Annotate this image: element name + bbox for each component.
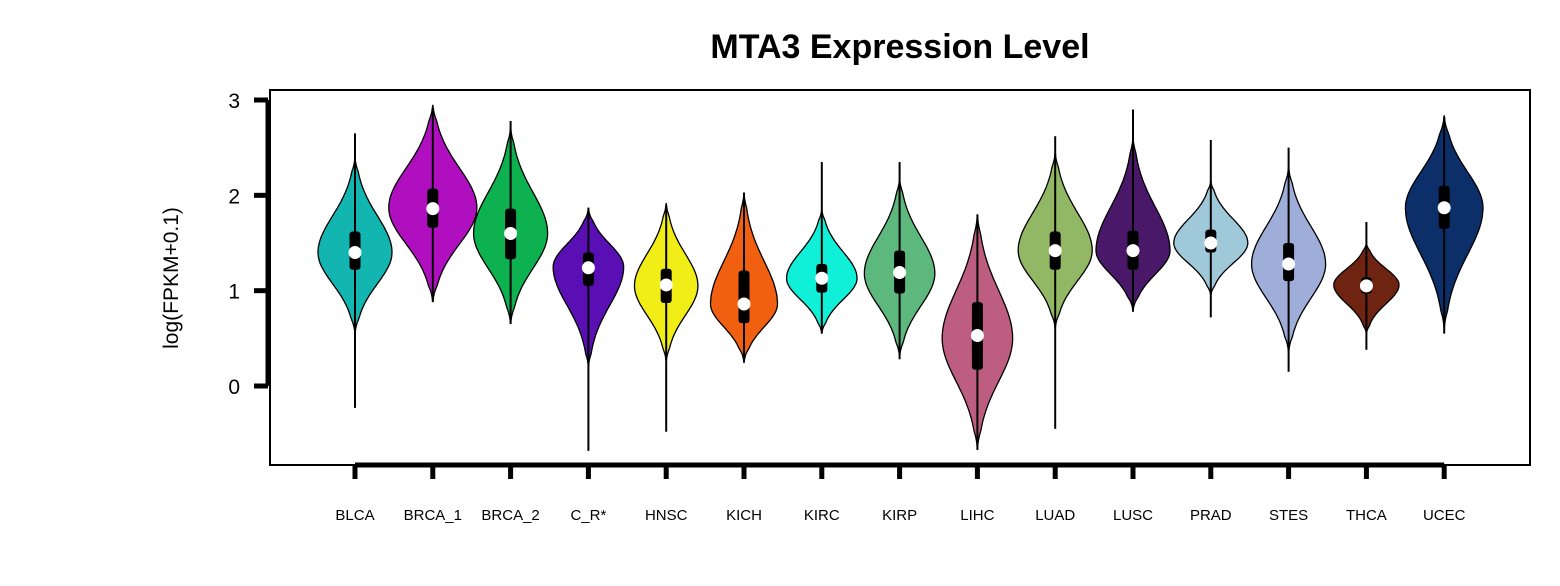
- median-dot: [504, 227, 517, 240]
- violin-ucec: [1405, 115, 1483, 333]
- y-axis-label: log(FPKM+0.1): [160, 207, 183, 349]
- violin-luad: [1018, 136, 1092, 429]
- x-tick-label: UCEC: [1423, 507, 1466, 524]
- x-tick-label: LUSC: [1113, 507, 1153, 524]
- violin-kirp: [864, 162, 934, 359]
- median-dot: [1282, 257, 1295, 270]
- median-dot: [349, 246, 362, 259]
- iqr-box: [739, 271, 750, 323]
- y-tick-label: 2: [228, 185, 240, 208]
- violins-layer: [318, 105, 1483, 451]
- y-tick-label: 3: [228, 90, 240, 113]
- median-dot: [1360, 279, 1373, 292]
- violin-thca: [1334, 222, 1399, 350]
- violin-brca-1: [389, 105, 477, 302]
- violin-kirc: [787, 162, 857, 334]
- median-dot: [426, 202, 439, 215]
- violin-hnsc: [635, 203, 698, 432]
- x-tick-label: KIRP: [882, 507, 917, 524]
- median-dot: [1049, 244, 1062, 257]
- violin-blca: [318, 133, 392, 408]
- x-axis: BLCA BRCA_1 BRCA_2 C_R* HNSC KICH KIRC KIRP LIHC…: [335, 465, 1465, 524]
- violin-c-r-: [553, 208, 623, 451]
- median-dot: [815, 272, 828, 285]
- median-dot: [1204, 237, 1217, 250]
- x-tick-label: PRAD: [1190, 507, 1232, 524]
- median-dot: [1127, 244, 1140, 257]
- x-tick-label: KIRC: [804, 507, 840, 524]
- violin-kich: [711, 192, 778, 363]
- violin-lusc: [1096, 110, 1170, 312]
- x-tick-label: HNSC: [645, 507, 688, 524]
- y-tick-label: 0: [228, 376, 240, 399]
- x-tick-label: C_R*: [570, 507, 606, 524]
- x-tick-label: BRCA_1: [404, 507, 462, 524]
- median-dot: [971, 329, 984, 342]
- x-tick-label: BRCA_2: [481, 507, 539, 524]
- median-dot: [582, 261, 595, 274]
- y-axis: 0 1 2 3: [228, 90, 268, 399]
- y-tick-label: 1: [228, 281, 240, 304]
- x-tick-label: LUAD: [1035, 507, 1075, 524]
- x-tick-label: BLCA: [335, 507, 374, 524]
- violin-brca-2: [474, 121, 548, 324]
- x-tick-label: KICH: [726, 507, 762, 524]
- median-dot: [660, 278, 673, 291]
- median-dot: [738, 298, 751, 311]
- x-tick-label: LIHC: [960, 507, 994, 524]
- x-tick-label: STES: [1269, 507, 1308, 524]
- chart-title: MTA3 Expression Level: [710, 28, 1089, 66]
- violin-stes: [1252, 148, 1326, 372]
- violin-prad: [1174, 140, 1248, 317]
- violin-lihc: [942, 214, 1012, 450]
- median-dot: [1438, 201, 1451, 214]
- x-tick-label: THCA: [1346, 507, 1387, 524]
- median-dot: [893, 266, 906, 279]
